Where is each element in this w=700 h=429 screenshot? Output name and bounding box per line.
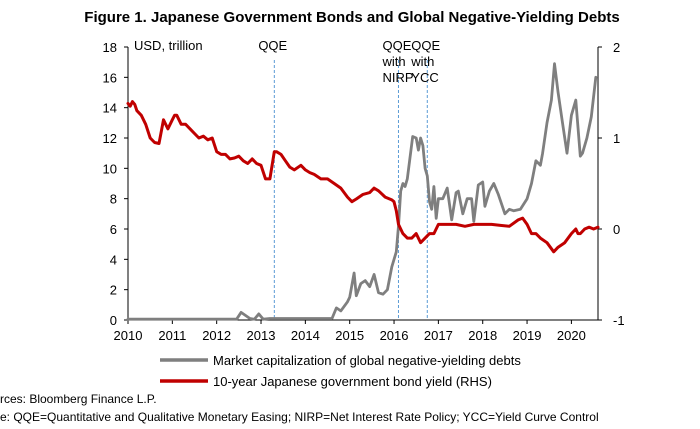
x-tick-label: 2018 (468, 328, 497, 343)
left-y-tick-label: 12 (103, 131, 117, 146)
x-tick-label: 2020 (557, 328, 586, 343)
policy-annotation-label: with (410, 54, 434, 69)
x-tick-label: 2015 (335, 328, 364, 343)
policy-annotation-label: NIRP (382, 70, 413, 85)
left-y-tick-label: 0 (110, 313, 117, 328)
x-tick-label: 2011 (158, 328, 186, 343)
left-y-tick-label: 8 (110, 192, 117, 207)
series-layer (126, 62, 600, 321)
chart-title: Figure 1. Japanese Government Bonds and … (84, 9, 619, 26)
policy-annotation-label: with (381, 54, 405, 69)
x-tick-label: 2019 (513, 328, 542, 343)
left-y-tick-label: 6 (110, 222, 117, 237)
legend: Market capitalization of global negative… (160, 353, 521, 389)
right-y-tick-label: 2 (613, 40, 620, 55)
left-y-tick-label: 16 (103, 70, 117, 85)
source-note: rces: Bloomberg Finance L.P. (0, 392, 157, 406)
series-line-jgb-yield (126, 100, 600, 254)
policy-annotation-label: YCC (411, 70, 438, 85)
x-ticks: 2010 2011 2012 2013 2014 2015 2016 2017 2018 2019… (114, 320, 586, 343)
policy-annotation-label: QQE (411, 38, 440, 53)
left-y-tick-label: 14 (103, 101, 117, 116)
left-axis-unit-label: USD, trillion (134, 38, 203, 53)
right-y-tick-label: 1 (613, 131, 620, 146)
right-y-ticks: -1 0 1 2 (598, 40, 625, 328)
x-tick-label: 2017 (424, 328, 453, 343)
right-y-tick-label: -1 (613, 313, 625, 328)
footnote: e: QQE=Quantitative and Qualitative Mone… (0, 410, 599, 424)
series-line-negative-yielding-debts (126, 62, 598, 321)
x-tick-label: 2016 (380, 328, 409, 343)
left-y-tick-label: 18 (103, 40, 117, 55)
x-tick-label: 2010 (114, 328, 143, 343)
x-tick-label: 2014 (291, 328, 320, 343)
legend-label-jgb-yield: 10-year Japanese government bond yield (… (213, 374, 492, 389)
legend-label-negative-yielding-debts: Market capitalization of global negative… (213, 353, 521, 368)
policy-annotation-label: QQE (258, 38, 287, 53)
left-y-ticks: 0 2 4 6 8 10 12 14 16 18 (103, 40, 128, 328)
x-tick-label: 2013 (247, 328, 276, 343)
policy-annotation-label: QQE (382, 38, 411, 53)
left-y-tick-label: 4 (110, 252, 117, 267)
x-tick-label: 2012 (202, 328, 231, 343)
left-y-tick-label: 2 (110, 283, 117, 298)
left-y-tick-label: 10 (103, 161, 117, 176)
right-y-tick-label: 0 (613, 222, 620, 237)
